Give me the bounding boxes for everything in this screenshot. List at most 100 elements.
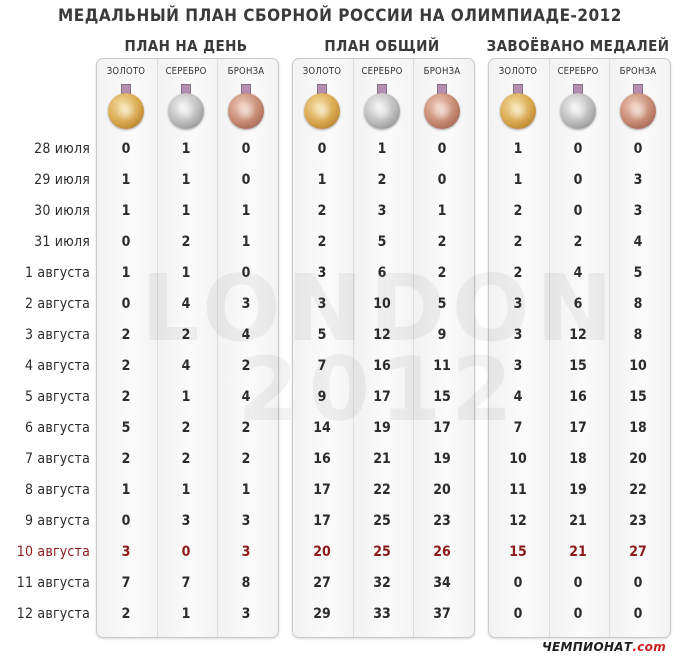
cell-won-gold: 2 [513, 234, 523, 250]
cell-day-gold: 2 [121, 327, 131, 343]
cell-day-gold: 7 [121, 575, 131, 591]
medal-disc [304, 93, 340, 129]
cell-total-gold: 27 [313, 575, 331, 591]
silver-medal-icon [168, 84, 204, 132]
cell-total-silver: 33 [373, 606, 391, 622]
medal-disc [424, 93, 460, 129]
cell-day-gold: 0 [121, 513, 131, 529]
cell-won-bronze: 0 [633, 141, 643, 157]
cell-won-gold: 2 [513, 203, 523, 219]
cell-day-bronze: 4 [241, 389, 251, 405]
column-label-bronze: БРОНЗА [423, 66, 461, 77]
medal-disc [108, 93, 144, 129]
bronze-medal-icon [424, 84, 460, 132]
cell-total-gold: 0 [317, 141, 327, 157]
cell-won-gold: 3 [513, 327, 523, 343]
group-title-won-medals: ЗАВОЁВАНО МЕДАЛЕЙ [486, 37, 670, 55]
cell-won-silver: 21 [569, 544, 587, 560]
cell-won-bronze: 0 [633, 575, 643, 591]
cell-day-bronze: 1 [241, 234, 251, 250]
cell-won-bronze: 23 [629, 513, 647, 529]
cell-day-gold: 2 [121, 451, 131, 467]
cell-won-gold: 12 [509, 513, 527, 529]
cell-total-gold: 9 [317, 389, 327, 405]
cell-day-bronze: 0 [241, 141, 251, 157]
medal-disc [364, 93, 400, 129]
cell-day-silver: 0 [181, 544, 191, 560]
cell-won-bronze: 5 [633, 265, 643, 281]
cell-day-gold: 1 [121, 172, 131, 188]
cell-total-silver: 25 [373, 513, 391, 529]
cell-total-silver: 17 [373, 389, 391, 405]
cell-day-silver: 4 [181, 358, 191, 374]
column-label-bronze: БРОНЗА [619, 66, 657, 77]
cell-day-gold: 0 [121, 234, 131, 250]
cell-won-silver: 2 [573, 234, 583, 250]
row-date: 2 августа [25, 296, 90, 312]
cell-total-silver: 6 [377, 265, 387, 281]
cell-won-bronze: 0 [633, 606, 643, 622]
column-label-silver: СЕРЕБРО [361, 66, 403, 77]
cell-day-silver: 2 [181, 451, 191, 467]
cell-won-silver: 21 [569, 513, 587, 529]
cell-won-silver: 16 [569, 389, 587, 405]
cell-total-bronze: 17 [433, 420, 451, 436]
cell-total-bronze: 15 [433, 389, 451, 405]
cell-won-bronze: 10 [629, 358, 647, 374]
row-date: 28 июля [34, 141, 90, 157]
cell-total-gold: 7 [317, 358, 327, 374]
cell-total-bronze: 20 [433, 482, 451, 498]
cell-total-gold: 1 [317, 172, 327, 188]
cell-won-bronze: 27 [629, 544, 647, 560]
cell-day-silver: 3 [181, 513, 191, 529]
row-date: 4 августа [25, 358, 90, 374]
column-divider [609, 59, 610, 637]
cell-total-silver: 10 [373, 296, 391, 312]
cell-won-gold: 0 [513, 575, 523, 591]
cell-total-gold: 3 [317, 296, 327, 312]
column-divider [217, 59, 218, 637]
cell-total-gold: 3 [317, 265, 327, 281]
cell-total-gold: 2 [317, 203, 327, 219]
cell-total-bronze: 5 [437, 296, 447, 312]
cell-day-silver: 1 [181, 141, 191, 157]
cell-day-silver: 1 [181, 389, 191, 405]
cell-day-gold: 1 [121, 265, 131, 281]
row-date: 29 июля [34, 172, 90, 188]
cell-won-bronze: 3 [633, 172, 643, 188]
cell-total-bronze: 9 [437, 327, 447, 343]
cell-day-bronze: 2 [241, 358, 251, 374]
cell-won-bronze: 8 [633, 296, 643, 312]
cell-day-gold: 2 [121, 606, 131, 622]
cell-total-bronze: 26 [433, 544, 451, 560]
cell-won-silver: 0 [573, 141, 583, 157]
cell-day-gold: 3 [121, 544, 131, 560]
panel-total-plan [292, 58, 475, 638]
medal-disc [228, 93, 264, 129]
medal-disc [168, 93, 204, 129]
cell-total-gold: 2 [317, 234, 327, 250]
cell-total-bronze: 19 [433, 451, 451, 467]
cell-day-bronze: 2 [241, 420, 251, 436]
cell-total-silver: 32 [373, 575, 391, 591]
row-date: 10 августа [16, 544, 90, 560]
cell-day-silver: 4 [181, 296, 191, 312]
cell-total-bronze: 34 [433, 575, 451, 591]
cell-day-bronze: 3 [241, 296, 251, 312]
cell-won-gold: 4 [513, 389, 523, 405]
row-date: 8 августа [25, 482, 90, 498]
gold-medal-icon [304, 84, 340, 132]
row-date: 12 августа [16, 606, 90, 622]
cell-won-silver: 0 [573, 606, 583, 622]
cell-won-silver: 19 [569, 482, 587, 498]
cell-won-bronze: 18 [629, 420, 647, 436]
gold-medal-icon [500, 84, 536, 132]
cell-total-silver: 25 [373, 544, 391, 560]
cell-total-gold: 20 [313, 544, 331, 560]
column-divider [157, 59, 158, 637]
cell-day-silver: 1 [181, 606, 191, 622]
cell-day-silver: 1 [181, 265, 191, 281]
cell-won-silver: 0 [573, 172, 583, 188]
cell-total-silver: 22 [373, 482, 391, 498]
cell-total-silver: 2 [377, 172, 387, 188]
